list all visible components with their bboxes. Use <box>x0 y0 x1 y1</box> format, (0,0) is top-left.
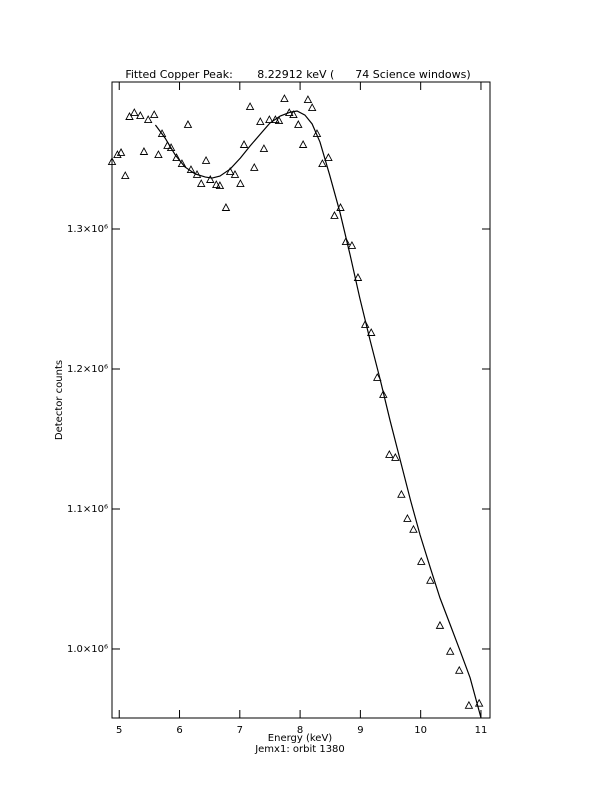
data-point <box>445 646 455 655</box>
data-point <box>417 556 426 565</box>
y-tick-label: 1.3×10⁶ <box>67 224 108 235</box>
y-tick-label: 1.0×10⁶ <box>67 644 108 655</box>
x-tick-label: 8 <box>297 725 303 736</box>
data-point <box>307 103 317 111</box>
data-point <box>360 319 370 328</box>
data-point <box>143 115 153 124</box>
x-axis-label: Energy (keV) <box>268 733 333 744</box>
data-point <box>230 170 240 178</box>
x-tick-label: 6 <box>176 725 182 736</box>
data-point <box>245 102 255 111</box>
data-point <box>409 524 418 533</box>
data-point <box>121 171 130 180</box>
data-point <box>280 94 289 103</box>
data-point <box>136 111 145 119</box>
x-tick-label: 5 <box>116 725 122 736</box>
data-point <box>298 140 308 148</box>
data-point <box>221 203 231 211</box>
data-point <box>259 144 269 153</box>
data-point <box>130 108 139 117</box>
data-point <box>464 700 474 709</box>
data-point <box>303 95 313 104</box>
y-tick-label: 1.1×10⁶ <box>67 504 108 515</box>
data-point <box>353 273 363 281</box>
data-point <box>294 120 303 128</box>
data-point <box>183 120 193 128</box>
data-point <box>347 240 357 249</box>
data-point <box>206 175 215 183</box>
data-point <box>324 153 333 161</box>
data-point <box>236 179 245 188</box>
data-point <box>225 167 235 175</box>
data-point <box>435 620 445 629</box>
data-point <box>113 150 122 159</box>
x-tick-label: 10 <box>414 725 427 736</box>
chart-title: Fitted Copper Peak: 8.22912 keV ( 74 Sci… <box>125 68 470 81</box>
data-point <box>256 117 265 125</box>
data-point <box>330 211 339 219</box>
data-point <box>201 156 211 164</box>
data-point <box>289 110 298 118</box>
y-tick-label: 1.2×10⁶ <box>67 364 108 375</box>
data-point <box>157 129 167 138</box>
subtitle: Jemx1: orbit 1380 <box>254 744 345 755</box>
data-point <box>265 115 274 124</box>
data-point <box>149 110 159 118</box>
data-point <box>177 159 187 167</box>
data-point <box>403 513 412 522</box>
data-point <box>139 147 149 155</box>
data-point <box>250 163 259 171</box>
data-point <box>274 116 284 125</box>
x-tick-label: 7 <box>237 725 243 736</box>
data-point <box>125 112 134 120</box>
data-point <box>455 665 464 674</box>
data-point <box>391 452 400 461</box>
plot-frame <box>111 81 491 719</box>
data-point <box>116 148 126 156</box>
data-point <box>166 143 176 152</box>
data-point <box>239 140 249 148</box>
data-point <box>426 575 435 584</box>
y-axis-label: Detector counts <box>54 360 65 440</box>
data-point <box>215 181 225 189</box>
data-point <box>271 115 280 124</box>
data-point <box>366 328 376 336</box>
data-point <box>385 449 394 458</box>
x-tick-label: 11 <box>475 725 488 736</box>
x-tick-label: 9 <box>357 725 363 736</box>
data-point <box>379 389 388 398</box>
data-point <box>212 180 221 188</box>
data-point <box>397 489 406 498</box>
data-point <box>154 150 163 159</box>
data-point <box>172 153 181 161</box>
data-point <box>318 159 327 167</box>
fit-line <box>154 110 482 718</box>
data-point <box>341 237 351 245</box>
data-point <box>196 179 206 188</box>
data-point <box>107 157 117 166</box>
